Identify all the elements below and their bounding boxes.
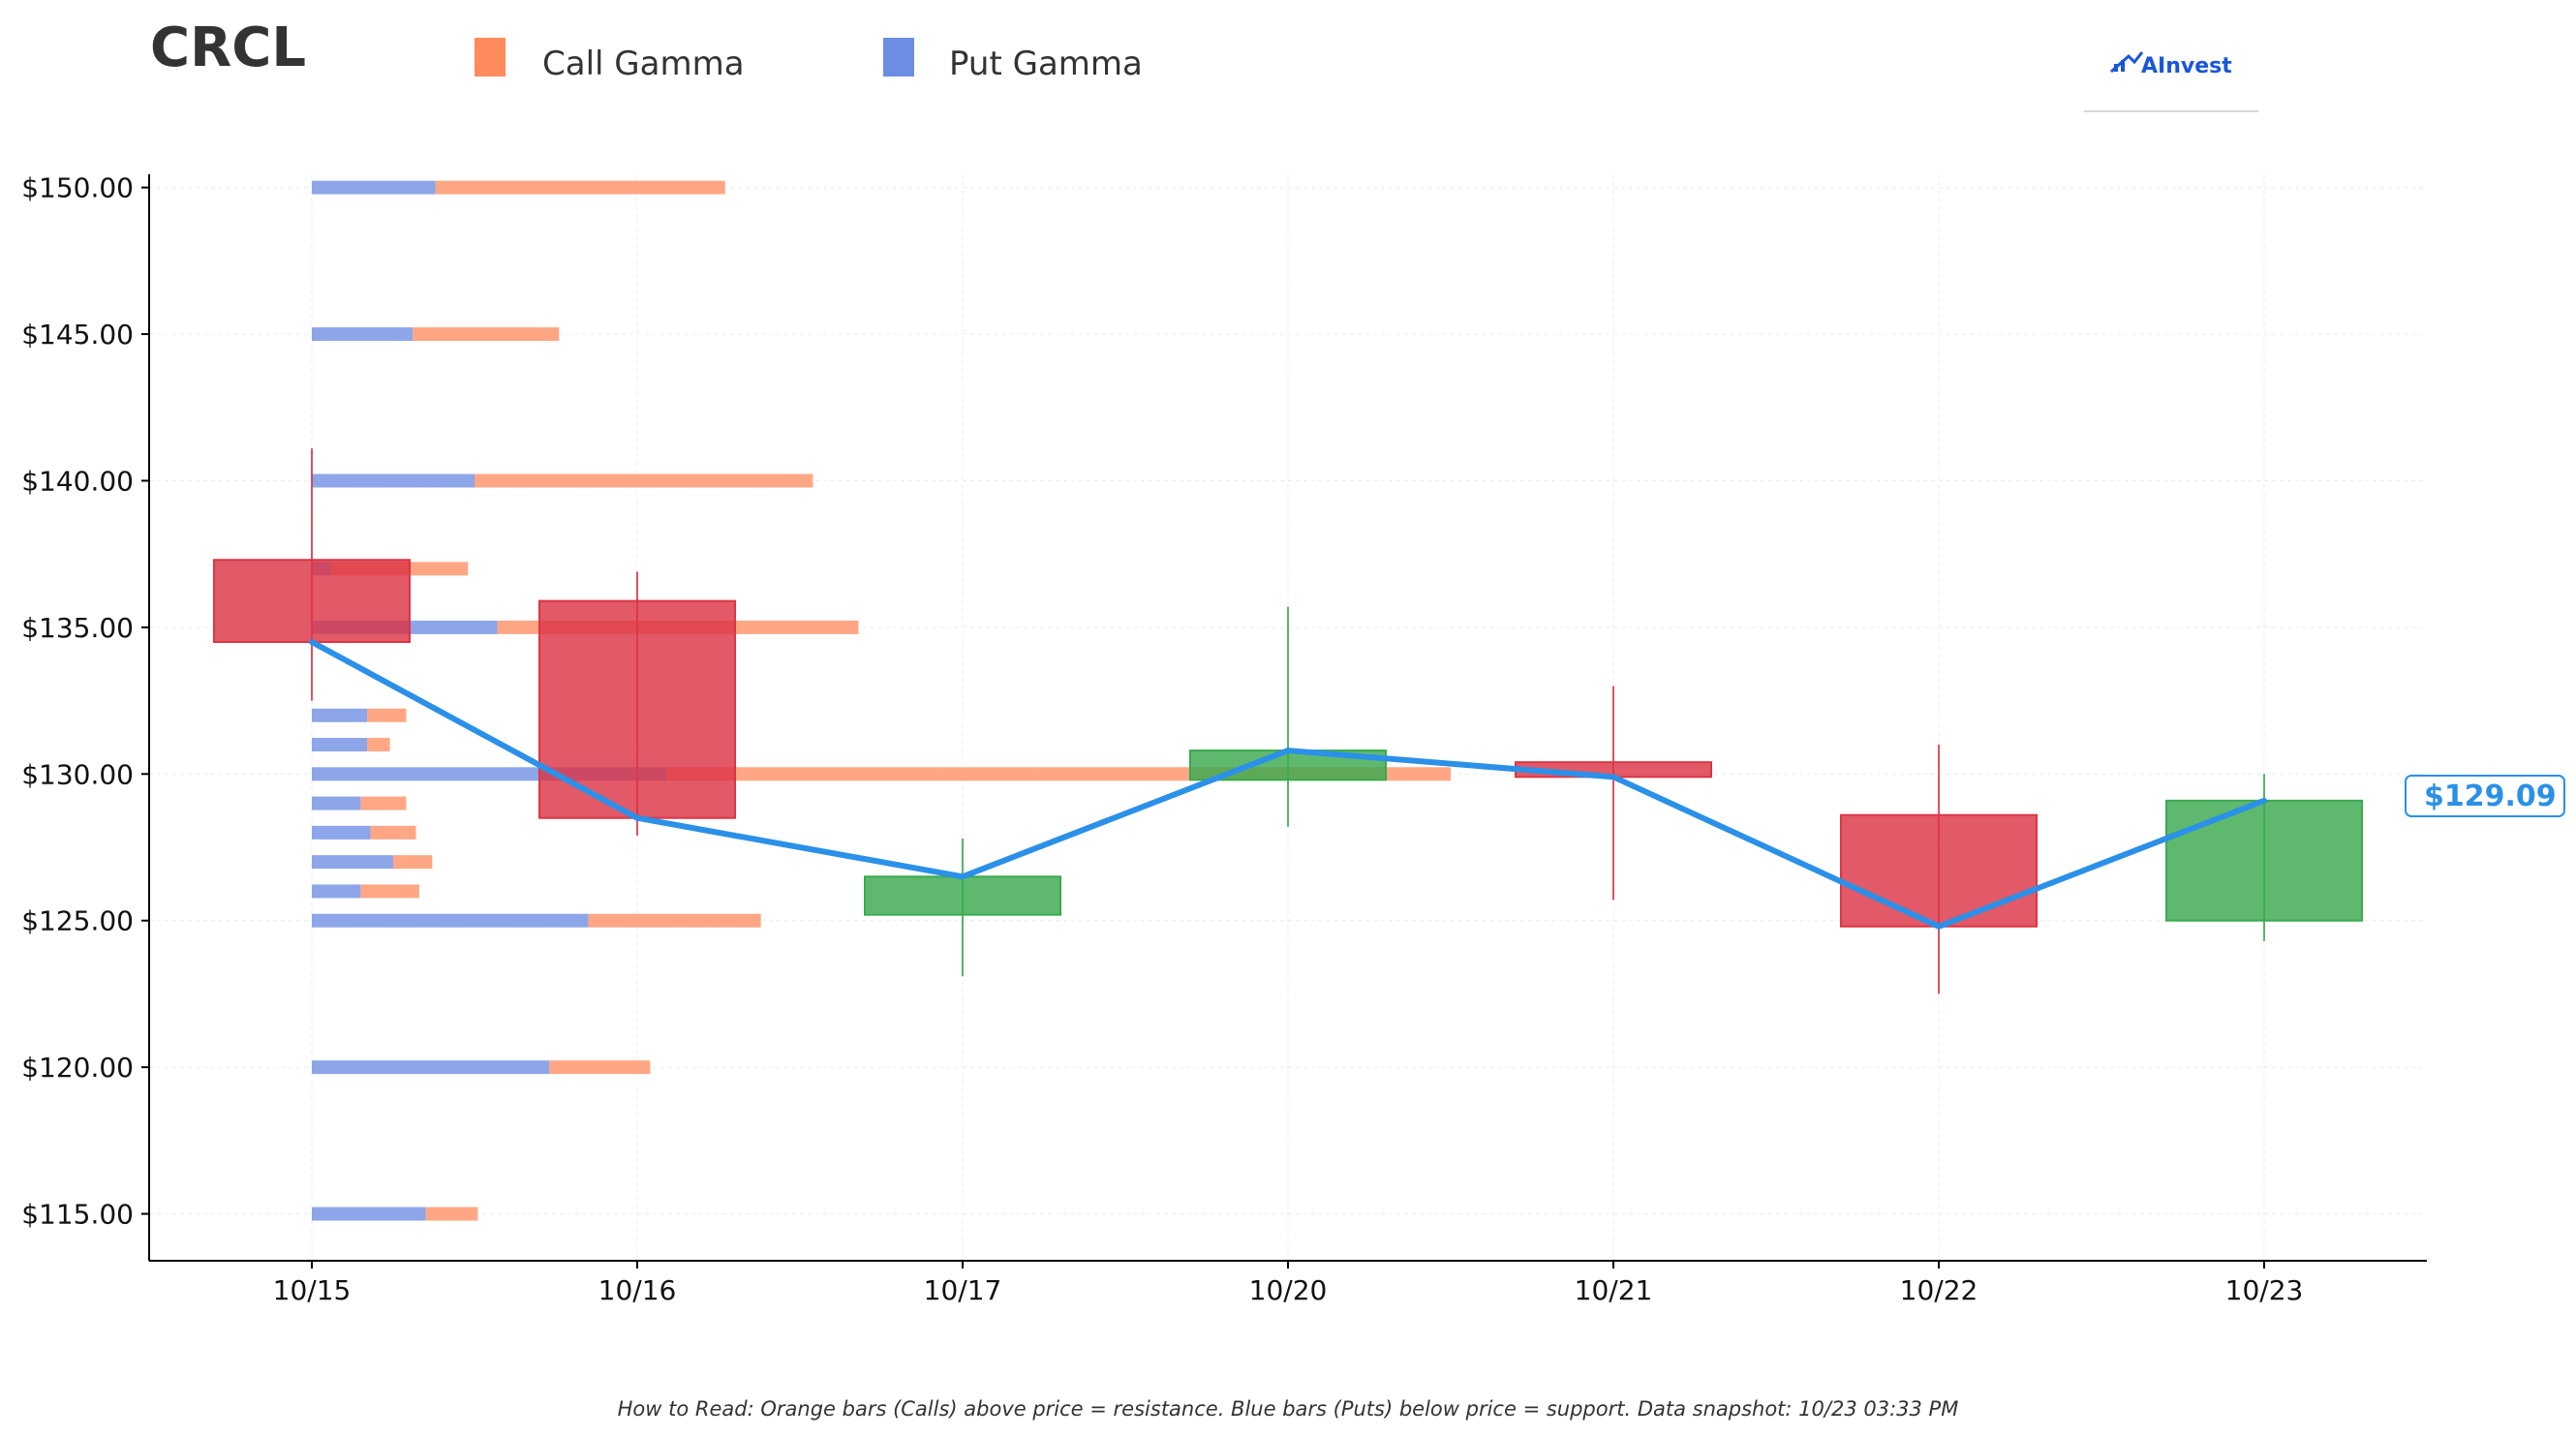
- legend: Call Gamma Put Gamma: [475, 38, 1143, 83]
- put-gamma-bar: [312, 825, 371, 840]
- y-tick-label: $125.00: [21, 905, 134, 937]
- footer-note: How to Read: Orange bars (Calls) above p…: [618, 1397, 1959, 1421]
- x-tick-label: 10/22: [1900, 1274, 1978, 1306]
- call-gamma-bar: [413, 327, 560, 342]
- call-gamma-bar: [588, 913, 761, 928]
- put-gamma-bar: [312, 1207, 426, 1221]
- put-gamma-bar: [312, 796, 361, 810]
- call-gamma-bar: [393, 855, 433, 870]
- price-label-text: $129.09: [2424, 780, 2557, 813]
- call-gamma-bar: [549, 1060, 651, 1075]
- put-gamma-bar: [312, 884, 361, 899]
- candle-body: [1840, 813, 2038, 928]
- x-tick-label: 10/17: [924, 1274, 1002, 1306]
- call-gamma-bar: [435, 180, 725, 195]
- chart-arrow-icon: [2110, 51, 2144, 74]
- x-tick-label: 10/21: [1575, 1274, 1653, 1306]
- call-gamma-bar: [475, 474, 813, 488]
- axes: $115.00 $120.00 $125.00 $130.00 $135.00 $140.…: [21, 172, 2427, 1306]
- y-tick-label: $130.00: [21, 758, 134, 790]
- y-tick-label: $115.00: [21, 1199, 134, 1231]
- put-gamma-bar: [312, 738, 368, 752]
- put-gamma-bar: [312, 855, 393, 870]
- candle-body: [864, 875, 1061, 916]
- candle-body: [213, 559, 411, 644]
- ticker-title: CRCL: [150, 16, 306, 79]
- y-tick-label: $150.00: [21, 172, 134, 204]
- call-gamma-bar: [425, 1207, 478, 1221]
- logo-text: AInvest: [2141, 54, 2232, 78]
- y-tick-label: $145.00: [21, 319, 134, 351]
- y-tick-label: $135.00: [21, 612, 134, 644]
- call-gamma-bar: [367, 708, 407, 722]
- gamma-bars: [312, 180, 1451, 1221]
- x-tick-label: 10/16: [598, 1274, 677, 1306]
- call-gamma-bar: [360, 884, 419, 899]
- y-tick-label: $140.00: [21, 465, 134, 497]
- candles: [213, 448, 2363, 994]
- put-gamma-bar: [312, 180, 436, 195]
- put-gamma-swatch: [883, 38, 914, 76]
- candle-body: [538, 599, 736, 819]
- candle-body: [2165, 799, 2363, 922]
- y-tick-label: $120.00: [21, 1052, 134, 1084]
- price-label-box: [2405, 775, 2565, 817]
- put-gamma-bar: [312, 327, 414, 342]
- call-gamma-legend-label: Call Gamma: [542, 45, 745, 83]
- put-gamma-bar: [312, 474, 475, 488]
- ainvest-logo: AInvest: [2084, 51, 2258, 112]
- current-price-label: $129.09: [2405, 775, 2565, 817]
- x-tick-label: 10/23: [2225, 1274, 2304, 1306]
- put-gamma-bar: [312, 913, 589, 928]
- call-gamma-bar: [370, 825, 416, 840]
- call-gamma-bar: [360, 796, 407, 810]
- put-gamma-legend-label: Put Gamma: [949, 45, 1143, 83]
- put-gamma-bar: [312, 708, 368, 722]
- x-tick-label: 10/15: [273, 1274, 352, 1306]
- put-gamma-bar: [312, 1060, 550, 1075]
- close-line: [309, 639, 2267, 930]
- call-gamma-swatch: [475, 38, 506, 76]
- call-gamma-bar: [367, 738, 390, 752]
- close-price-line: [309, 639, 2267, 930]
- x-tick-label: 10/20: [1249, 1274, 1328, 1306]
